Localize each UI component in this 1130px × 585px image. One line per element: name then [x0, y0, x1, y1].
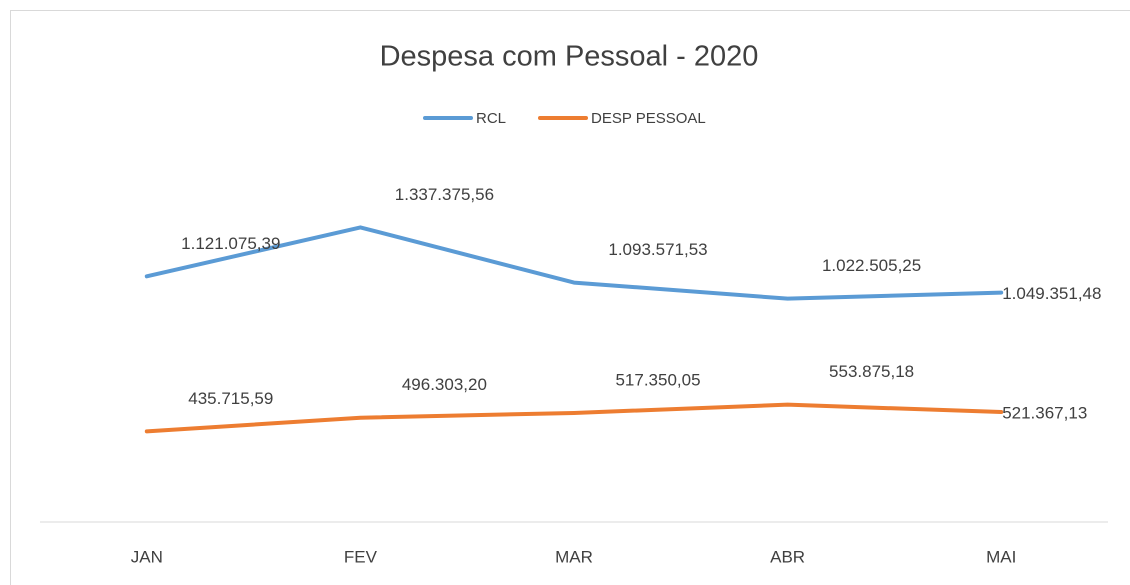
series-line: [144, 225, 1004, 301]
chart-title: Despesa com Pessoal - 2020: [380, 41, 759, 73]
data-label: 553.875,18: [829, 362, 914, 381]
series-line: [144, 402, 1004, 434]
data-label: 517.350,05: [615, 370, 700, 389]
data-label: 521.367,13: [1002, 404, 1087, 423]
legend-label: DESP PESSOAL: [591, 110, 706, 127]
data-label: 496.303,20: [402, 375, 487, 394]
legend-label: RCL: [476, 110, 506, 127]
data-label: 1.049.351,48: [1002, 284, 1101, 303]
data-label: 1.337.375,56: [395, 185, 494, 204]
x-tick-label: MAI: [986, 547, 1016, 566]
x-tick-label: MAR: [555, 547, 593, 566]
data-label: 1.121.075,39: [181, 234, 280, 253]
data-label: 435.715,59: [188, 389, 273, 408]
data-label: 1.022.505,25: [822, 256, 921, 275]
x-tick-label: ABR: [770, 547, 805, 566]
chart-frame: [10, 10, 1130, 585]
data-label: 1.093.571,53: [608, 240, 707, 259]
x-tick-label: JAN: [131, 547, 163, 566]
x-tick-label: FEV: [344, 547, 378, 566]
